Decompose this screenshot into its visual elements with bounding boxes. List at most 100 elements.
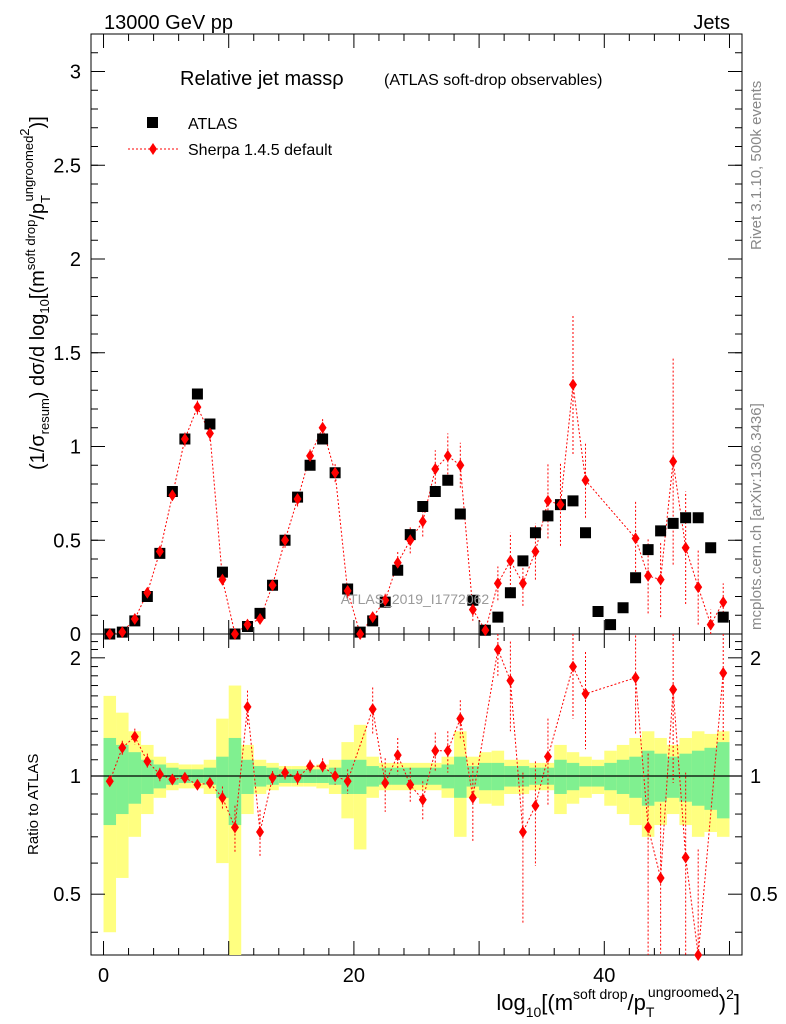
atlas-point-33	[517, 555, 529, 567]
atlas-point-8	[204, 418, 216, 430]
ratio-point-28	[468, 791, 477, 804]
atlas-point-46	[680, 512, 692, 524]
ratio-point-35	[581, 687, 590, 700]
y-tick-label-4: 2	[70, 249, 81, 271]
atlas-point-7	[191, 388, 203, 400]
sherpa-point-34	[531, 545, 540, 558]
atlas-point-32	[504, 587, 516, 599]
sherpa-point-6	[180, 433, 189, 445]
sherpa-point-45	[706, 618, 715, 631]
sherpa-point-37	[568, 378, 577, 391]
ratio-point-0	[105, 775, 114, 788]
sherpa-point-24	[406, 534, 415, 547]
sherpa-point-17	[318, 421, 327, 434]
sherpa-point-20	[356, 628, 365, 640]
atlas-point-27	[442, 474, 454, 486]
ratio-point-24	[418, 793, 427, 806]
ratio-band-green-1	[116, 744, 129, 815]
ratio-point-17	[318, 760, 327, 773]
sherpa-point-1	[118, 626, 127, 639]
ratio-point-23	[406, 778, 415, 791]
ratio-tick-label-left-1: 1	[70, 766, 81, 788]
y-tick-label-6: 3	[70, 62, 81, 84]
sherpa-point-0	[105, 628, 114, 640]
ratio-point-3	[143, 755, 152, 768]
sherpa-point-18	[331, 466, 340, 479]
legend-atlas-marker	[147, 117, 158, 128]
x-tick-label-2: 40	[593, 965, 615, 987]
ratio-point-8	[205, 776, 214, 789]
sherpa-point-14	[281, 534, 290, 547]
atlas-point-34	[529, 527, 541, 539]
y-tick-label-5: 2.5	[53, 155, 81, 177]
ratio-point-12	[256, 826, 265, 839]
sherpa-point-28	[456, 459, 465, 472]
atlas-point-17	[317, 433, 329, 445]
ratio-band-green-48	[704, 747, 717, 810]
ratio-point-5	[168, 773, 177, 786]
ratio-point-34	[568, 660, 577, 673]
sherpa-point-7	[193, 401, 202, 414]
ratio-y-axis-label: Ratio to ATLAS	[25, 754, 42, 855]
atlas-point-44	[655, 525, 667, 537]
ratio-point-25	[431, 744, 440, 757]
atlas-point-40	[605, 619, 617, 631]
ratio-point-27	[456, 712, 465, 725]
ratio-point-16	[306, 760, 315, 773]
ratio-band-green-28	[454, 756, 467, 798]
atlas-point-35	[542, 510, 554, 522]
legend-sherpa-label: Sherpa 1.4.5 default	[188, 142, 333, 159]
chart-subtitle: (ATLAS soft-drop observables)	[384, 72, 602, 89]
x-tick-label-1: 20	[343, 965, 365, 987]
atlas-point-39	[592, 606, 604, 617]
sherpa-point-23	[393, 556, 402, 569]
legend-atlas-label: ATLAS	[188, 116, 238, 133]
chart-title: Relative jet massρ	[180, 68, 344, 90]
ratio-point-6	[180, 771, 189, 784]
ratio-tick-label-right-0: 0.5	[750, 884, 778, 906]
atlas-point-45	[667, 517, 679, 529]
atlas-point-31	[492, 611, 504, 623]
mcplots-label: mcplots.cern.ch [arXiv:1306.3436]	[748, 403, 765, 630]
y-tick-label-0: 0	[70, 624, 81, 646]
ratio-band-green-49	[716, 742, 730, 819]
sherpa-point-19	[343, 584, 352, 597]
atlas-point-25	[417, 501, 429, 512]
sherpa-point-41	[656, 573, 665, 586]
rivet-label: Rivet 3.1.10, 500k events	[748, 81, 765, 250]
atlas-point-47	[692, 512, 704, 524]
sherpa-point-42	[669, 455, 678, 468]
sherpa-point-46	[719, 596, 728, 609]
sherpa-point-22	[381, 594, 390, 607]
ratio-point-18	[331, 770, 340, 783]
energy-label: 13000 GeV pp	[104, 12, 233, 34]
sherpa-point-43	[681, 541, 690, 554]
ratio-band-green-36	[554, 759, 567, 794]
ratio-point-26	[443, 744, 452, 757]
ratio-point-40	[681, 851, 690, 864]
atlas-point-9	[216, 566, 228, 578]
ratio-tick-label-right-2: 2	[750, 648, 761, 670]
ratio-point-36	[631, 671, 640, 684]
x-tick-label-0: 0	[98, 965, 109, 987]
atlas-point-23	[392, 564, 404, 576]
ratio-tick-label-left-2: 2	[70, 648, 81, 670]
ratio-band-green-20	[353, 759, 367, 794]
sherpa-point-4	[155, 545, 164, 558]
ratio-band-green-44	[654, 753, 667, 802]
sherpa-point-9	[218, 573, 227, 586]
ratio-point-15	[293, 771, 302, 784]
ratio-point-20	[368, 703, 377, 716]
ratio-band-green-3	[141, 759, 154, 794]
ratio-point-38	[656, 871, 665, 884]
sherpa-point-11	[243, 618, 252, 631]
ratio-point-42	[719, 666, 728, 679]
analysis-watermark: ATLAS_2019_I1772062	[341, 591, 490, 607]
ratio-uncertainty-bands	[91, 685, 742, 955]
sherpa-point-38	[581, 474, 590, 487]
ratio-point-10	[230, 821, 239, 834]
ratio-point-32	[531, 799, 540, 812]
atlas-point-41	[617, 602, 629, 614]
sherpa-point-25	[418, 515, 427, 528]
